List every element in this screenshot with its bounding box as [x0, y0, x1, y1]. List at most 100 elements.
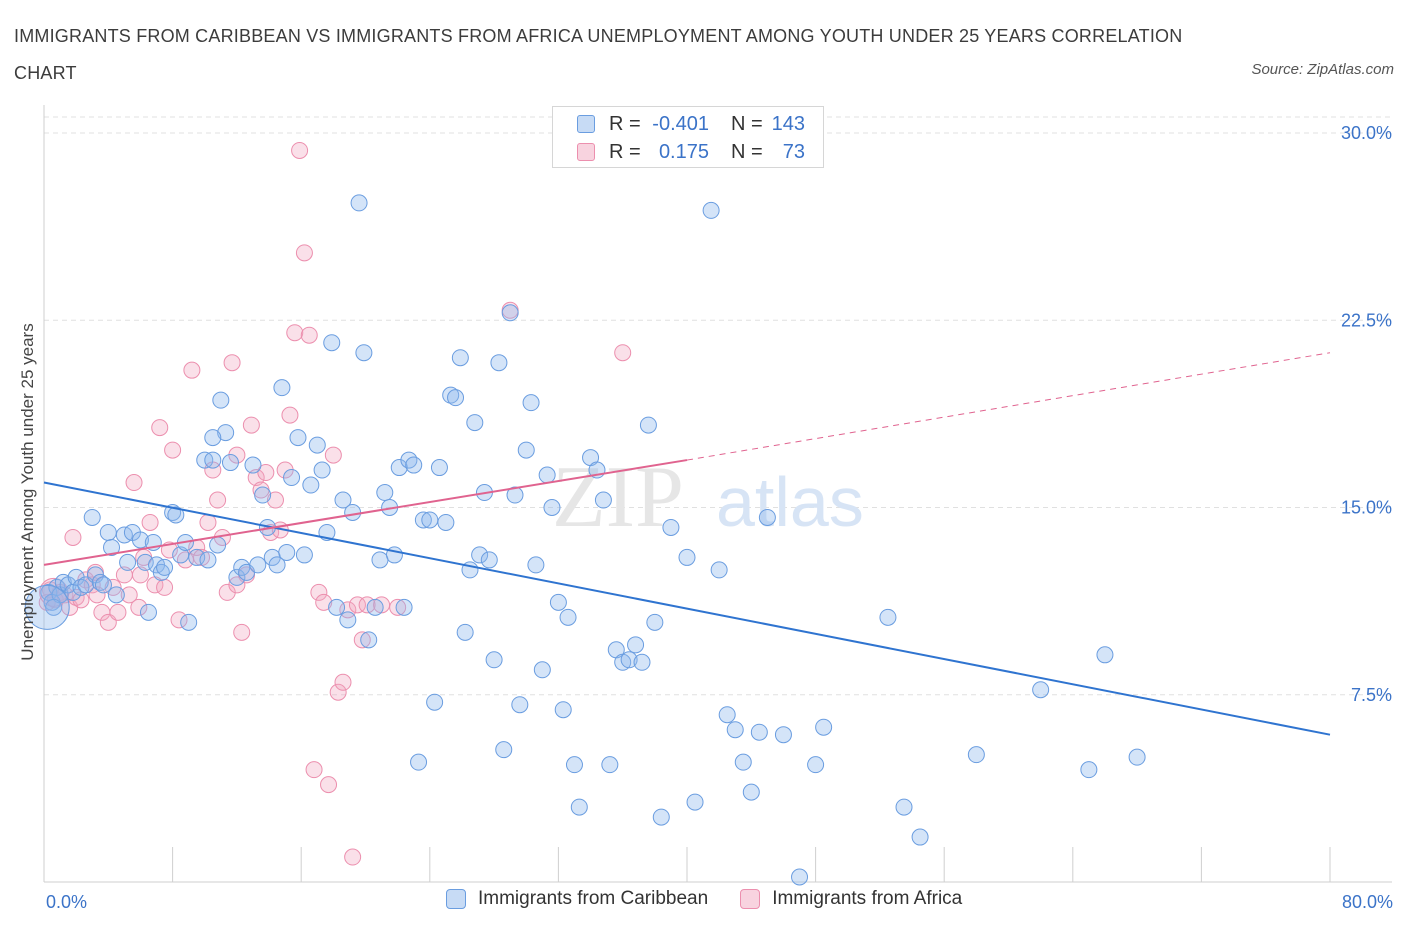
caribbean-point: [710, 561, 728, 579]
caribbean-point: [323, 334, 341, 352]
caribbean-point: [119, 553, 137, 571]
caribbean-point: [94, 576, 112, 594]
caribbean-point: [313, 461, 331, 479]
caribbean-point: [221, 454, 239, 472]
correlation-legend: R = -0.401 N = 143 R = 0.175 N = 73: [552, 106, 824, 168]
r-value: -0.401: [652, 112, 709, 135]
caribbean-point: [289, 429, 307, 447]
africa-point: [247, 469, 265, 487]
caribbean-point: [758, 508, 776, 526]
caribbean-point: [639, 416, 657, 434]
africa-point: [257, 464, 275, 482]
africa-point: [300, 326, 318, 344]
caribbean-point: [308, 436, 326, 454]
caribbean-point: [131, 531, 149, 549]
caribbean-point: [646, 613, 664, 631]
africa-point: [164, 441, 182, 459]
legend-item-africa: Immigrants from Africa: [740, 888, 962, 910]
caribbean-point: [734, 753, 752, 771]
caribbean-point: [543, 499, 561, 516]
africa-legend-swatch: [740, 889, 761, 909]
legend-row-caribbean: R = -0.401 N = 143: [577, 112, 805, 136]
africa-point: [109, 603, 127, 621]
africa-point: [199, 513, 217, 531]
caribbean-point: [442, 386, 460, 404]
r-label: R =: [609, 112, 641, 135]
caribbean-point: [895, 798, 913, 816]
caribbean-point: [339, 611, 357, 629]
caribbean-point: [139, 603, 157, 621]
legend-label-caribbean: Immigrants from Caribbean: [478, 888, 709, 909]
caribbean-point: [344, 503, 362, 521]
caribbean-point: [136, 553, 154, 571]
africa-point: [286, 324, 304, 342]
caribbean-point: [268, 556, 286, 574]
caribbean-point: [466, 414, 484, 432]
watermark-zip: ZIP: [552, 449, 684, 546]
caribbean-point: [490, 354, 508, 372]
trend-lines: [43, 352, 1331, 736]
caribbean-point: [254, 486, 272, 504]
caribbean-point: [91, 573, 109, 591]
caribbean-point: [228, 568, 246, 586]
caribbean-point: [107, 586, 125, 604]
caribbean-point: [421, 511, 439, 529]
grid-lines: [44, 116, 1392, 696]
africa-point: [339, 601, 357, 619]
caribbean-swatch: [577, 115, 595, 133]
caribbean-point: [410, 753, 428, 771]
x-tick-label: 0.0%: [46, 892, 87, 912]
caribbean-point: [405, 456, 423, 474]
africa-point: [320, 776, 338, 794]
caribbean-point: [678, 548, 696, 566]
caribbean-point: [774, 726, 792, 744]
africa-point: [141, 513, 159, 531]
series-africa-points: [38, 141, 632, 866]
africa-point: [291, 141, 309, 159]
caribbean-point: [627, 636, 645, 654]
caribbean-point: [633, 653, 651, 671]
caribbean-point: [549, 593, 567, 611]
caribbean-point: [815, 718, 833, 736]
caribbean-point: [366, 598, 384, 616]
caribbean-point: [511, 696, 529, 714]
n-label: N =: [731, 140, 763, 163]
n-label: N =: [731, 112, 763, 135]
caribbean-point: [911, 828, 929, 846]
caribbean-point: [594, 491, 612, 509]
caribbean-point: [99, 523, 117, 541]
africa-point: [310, 583, 328, 601]
caribbean-point: [295, 546, 313, 564]
africa-point: [130, 598, 148, 616]
africa-trend-line: [43, 459, 688, 566]
caribbean-point: [45, 598, 63, 616]
caribbean-point: [376, 484, 394, 502]
caribbean-point: [702, 201, 720, 219]
africa-point: [344, 848, 362, 866]
caribbean-point: [360, 631, 378, 649]
caribbean-point: [350, 194, 368, 212]
caribbean-point: [879, 608, 897, 626]
legend-label-africa: Immigrants from Africa: [772, 888, 963, 909]
caribbean-point: [495, 741, 513, 759]
africa-point: [228, 576, 246, 594]
x-tick-label: 80.0%: [1342, 892, 1393, 912]
caribbean-point: [620, 651, 638, 669]
caribbean-point: [437, 513, 455, 531]
caribbean-point: [180, 613, 198, 631]
caribbean-point: [283, 469, 301, 487]
watermark-atlas: atlas: [716, 463, 864, 541]
caribbean-point: [426, 693, 444, 711]
africa-point: [266, 491, 284, 509]
chart-title: IMMIGRANTS FROM CARIBBEAN VS IMMIGRANTS …: [14, 26, 1183, 83]
series-caribbean-points: [24, 194, 1146, 886]
caribbean-point: [1032, 681, 1050, 699]
caribbean-point: [527, 556, 545, 574]
caribbean-point: [249, 556, 267, 574]
caribbean-point: [188, 548, 206, 566]
caribbean-point: [152, 563, 170, 581]
series-legend: Immigrants from Caribbean Immigrants fro…: [446, 888, 994, 910]
caribbean-point: [156, 558, 174, 576]
africa-point: [151, 419, 169, 437]
caribbean-trend-line: [43, 481, 1331, 736]
